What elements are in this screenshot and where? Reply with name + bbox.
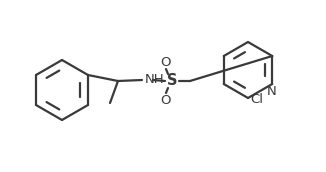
Text: Cl: Cl	[250, 93, 263, 105]
Text: N: N	[266, 85, 276, 98]
Text: O: O	[161, 56, 171, 68]
Text: O: O	[161, 94, 171, 106]
Text: NH: NH	[145, 73, 165, 85]
Text: S: S	[167, 73, 177, 88]
